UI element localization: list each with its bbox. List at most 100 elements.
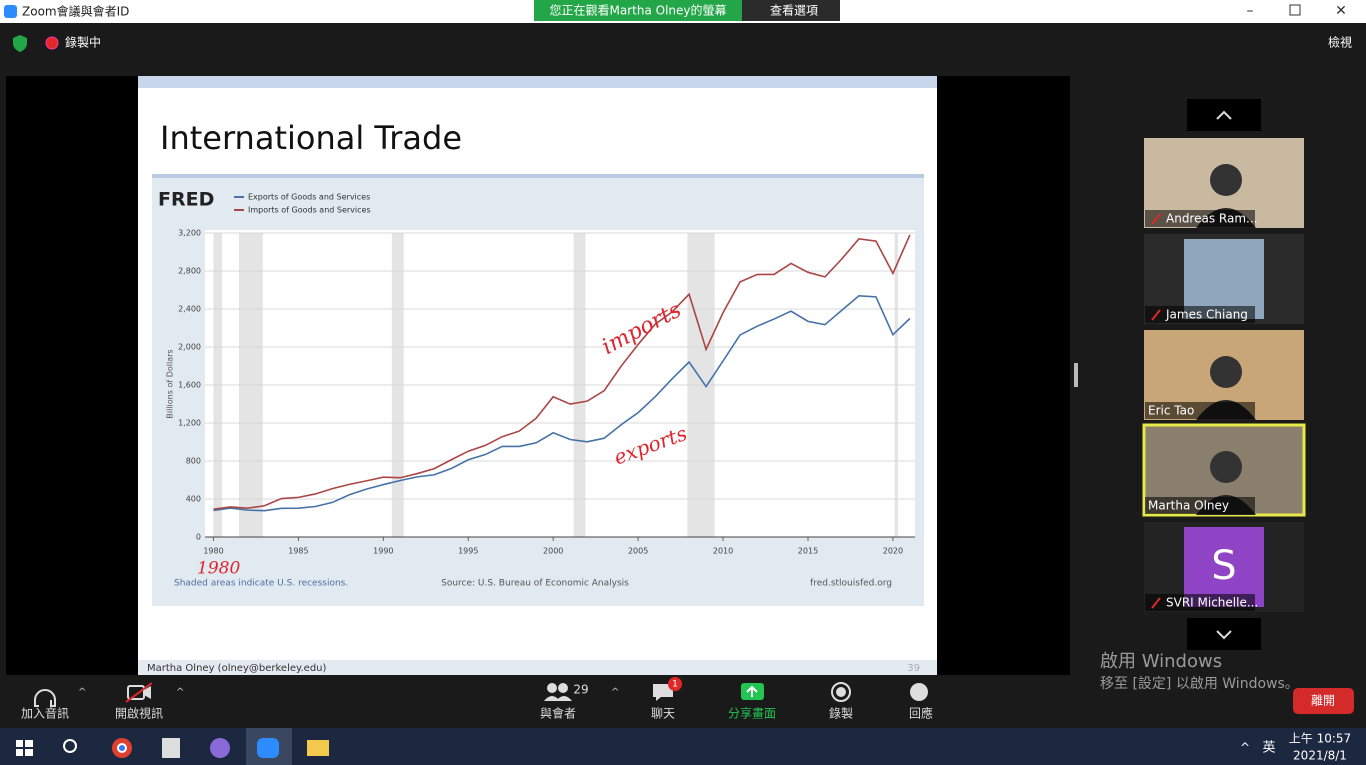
name-backdrop [1145,497,1255,514]
maximize[interactable] [1289,4,1301,16]
activation-title: 啟用 Windows [1100,651,1222,672]
slide-footer-text: Martha Olney (olney@berkeley.edu) [147,663,327,674]
x-tick-label: 2010 [713,547,733,556]
legend-label: Imports of Goods and Services [248,206,371,215]
participant-name: Eric Tao [1148,404,1194,418]
muted-icon [1151,213,1161,225]
banner-text: 您正在觀看Martha Olney的螢幕 [550,3,727,18]
reactions-icon[interactable] [910,683,928,701]
x-tick-label: 1980 [203,547,223,556]
person-head [1210,451,1242,483]
participant-name: Martha Olney [1148,499,1229,513]
participant-name: Andreas Ram... [1166,212,1257,226]
avatar-letter: S [1211,543,1236,589]
video-label[interactable]: 開啟視訊 [115,706,163,721]
close[interactable]: ✕ [1335,3,1347,19]
x-tick-label: 2015 [798,547,818,556]
video-caret[interactable]: ^ [176,687,184,698]
participant-name: SVRI Michelle... [1166,596,1258,610]
leave-button[interactable] [1293,688,1354,714]
start-button[interactable] [16,740,33,756]
chart-panel-band [152,174,924,178]
chrome-center[interactable] [117,743,127,753]
share-arrow[interactable] [746,685,758,697]
chat-badge [668,677,682,691]
name-backdrop [1145,402,1255,419]
fred-logo: FRED [158,189,214,211]
record-label[interactable]: 錄製 [829,706,853,721]
tray-caret[interactable]: ^ [1240,741,1250,755]
y-tick-label: 2,000 [178,343,201,352]
participants-icon[interactable] [547,683,557,693]
participants-caret[interactable]: ^ [611,687,619,698]
y-tick-label: 1,200 [178,419,201,428]
minimize[interactable]: – [1247,3,1254,19]
series-line [213,294,911,512]
chat-label[interactable]: 聊天 [651,707,675,721]
explorer-icon[interactable] [307,740,329,756]
app-icon [4,5,17,18]
name-backdrop [1145,210,1255,227]
muted-icon [1151,309,1161,321]
series-line [213,234,911,510]
participants-icon-2[interactable] [558,683,568,693]
source-note: Source: U.S. Bureau of Economic Analysis [441,579,629,589]
audio-caret[interactable]: ^ [78,687,86,698]
y-tick-label: 800 [186,457,201,466]
security-icon[interactable] [13,35,27,52]
recording-label: 錄製中 [65,35,101,50]
view-options-label[interactable]: 查看選項 [770,4,818,18]
participants-body[interactable] [544,696,572,701]
scroll-down[interactable] [1187,618,1261,650]
y-tick-label: 0 [196,533,201,542]
scroll-up[interactable] [1187,99,1261,131]
audio-icon[interactable] [34,689,56,707]
record-dot[interactable] [836,687,846,697]
name-backdrop [1145,306,1255,323]
video-lens[interactable] [144,686,151,699]
clock-time[interactable]: 上午 10:57 [1289,732,1351,746]
record-icon[interactable] [831,682,851,702]
search-icon[interactable] [63,739,77,753]
legend-label: Exports of Goods and Services [248,193,370,202]
reactions-label[interactable]: 回應 [909,706,933,721]
x-tick-label: 1990 [373,547,393,556]
slide-header-band [138,76,937,88]
taskbar [0,728,1366,765]
view-options[interactable] [742,0,840,21]
annotation-year: 1980 [197,559,240,579]
video-off[interactable] [125,682,153,703]
y-tick-label: 2,400 [178,305,201,314]
share-label[interactable]: 分享畫面 [728,706,776,721]
participant-name: James Chiang [1165,308,1248,322]
name-backdrop [1145,594,1255,611]
slide-page: 39 [907,663,920,674]
up-arrow[interactable] [1216,110,1232,120]
paint-icon[interactable] [210,738,230,758]
x-tick-label: 2020 [883,547,903,556]
zoom-icon[interactable] [257,738,279,758]
person-head [1210,356,1242,388]
participant-count: 29 [573,683,588,697]
audio-label[interactable]: 加入音訊 [21,706,69,721]
leave-label[interactable]: 離開 [1311,694,1335,708]
clock-date[interactable]: 2021/8/1 [1293,749,1347,763]
x-tick-label: 1985 [288,547,308,556]
slide-footer [138,660,937,675]
video-feed [1184,239,1264,319]
share-banner [534,0,742,21]
chat-icon[interactable] [653,684,673,701]
view-label[interactable]: 檢視 [1328,35,1352,50]
window-title: Zoom會議與會者ID [22,5,129,19]
splitter[interactable] [1074,363,1078,387]
participants-label[interactable]: 與會者 [540,707,576,721]
muted-icon [1151,597,1161,609]
site-note: fred.stlouisfed.org [810,579,892,589]
y-tick-label: 1,600 [178,381,201,390]
y-tick-label: 400 [186,495,201,504]
shading-note: Shaded areas indicate U.S. recessions. [174,579,348,589]
language[interactable]: 英 [1262,741,1275,756]
calculator-icon[interactable] [162,738,180,758]
y-tick-label: 3,200 [178,229,201,238]
down-arrow[interactable] [1216,630,1232,640]
